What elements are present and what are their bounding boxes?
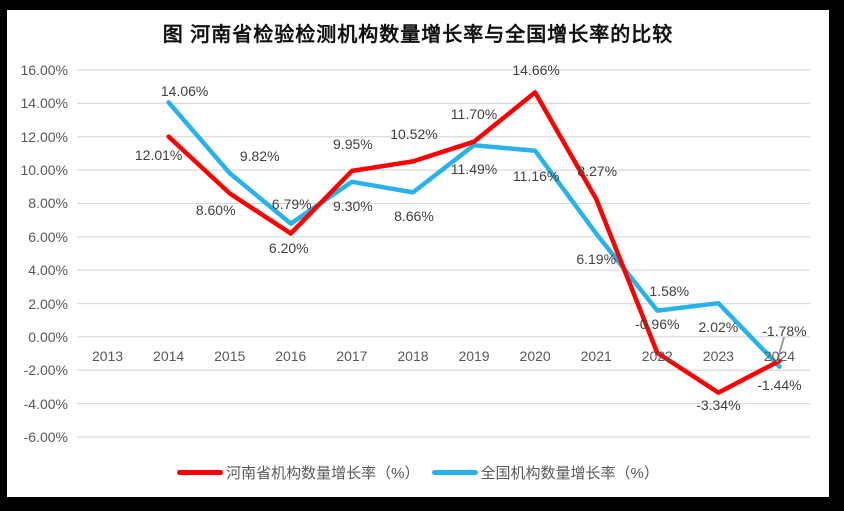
chart-frame [7, 10, 829, 497]
